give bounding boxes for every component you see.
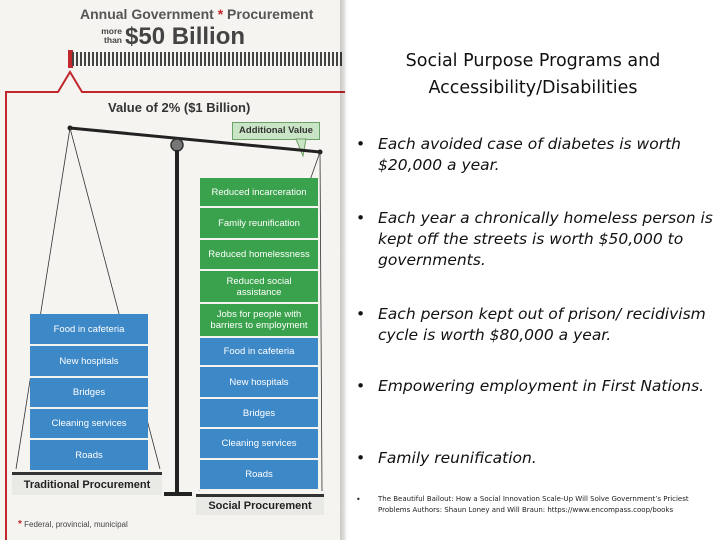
traditional-block-bridges: Bridges (30, 378, 148, 409)
bullet-dot: • (356, 449, 366, 467)
more-than-label: more than (101, 26, 122, 45)
social-block-bridges: Bridges (200, 399, 318, 429)
social-block-roads: Roads (200, 460, 318, 491)
traditional-procurement-label: Traditional Procurement (12, 472, 162, 495)
traditional-block-cleaning: Cleaning services (30, 409, 148, 440)
traditional-block-hospitals: New hospitals (30, 346, 148, 378)
footnote: * Federal, provincial, municipal (18, 519, 128, 530)
panel-shadow (340, 0, 348, 540)
procurement-amount: $50 Billion (125, 23, 246, 50)
balance-scale-icon (15, 125, 323, 496)
callout-bracket (5, 70, 345, 540)
footnote-asterisk: * (18, 519, 22, 530)
bullet-dot: • (356, 305, 366, 323)
bullet-item: • Family reunification. (356, 449, 537, 467)
social-block-cleaning: Cleaning services (200, 429, 318, 460)
header-asterisk: * (217, 6, 224, 22)
value-label: Value of 2% ($1 Billion) (108, 100, 251, 115)
slide-title: Social Purpose Programs and Accessibilit… (358, 48, 708, 102)
spending-bar-graphic (72, 52, 342, 66)
traditional-block-food: Food in cafeteria (30, 314, 148, 346)
bullet-dot: • (356, 377, 366, 395)
bullet-dot: • (356, 209, 366, 227)
social-block-reunification: Family reunification (200, 208, 318, 240)
procurement-infographic: Annual Government * Procurement more tha… (0, 0, 345, 540)
social-block-incarceration: Reduced incarceration (200, 178, 318, 208)
social-block-hospitals: New hospitals (200, 367, 318, 399)
slide-title-line2: Accessibility/Disabilities (428, 78, 638, 98)
citation-bullet: • (356, 495, 361, 504)
bullet-item: • Each person kept out of prison/ recidiv… (356, 305, 706, 344)
social-block-food: Food in cafeteria (200, 338, 318, 367)
two-percent-marker (68, 50, 73, 68)
social-procurement-label: Social Procurement (196, 494, 324, 515)
social-block-jobs: Jobs for people with barriers to employm… (200, 304, 318, 338)
social-block-social-assistance: Reduced social assistance (200, 271, 318, 304)
bullet-item: • Each avoided case of diabetes is worth … (356, 135, 681, 174)
social-block-homelessness: Reduced homelessness (200, 240, 318, 271)
traditional-block-roads: Roads (30, 440, 148, 472)
slide-title-line1: Social Purpose Programs and (405, 51, 661, 71)
citation-text: The Beautiful Bailout: How a Social Inno… (378, 495, 689, 514)
bullet-item: • Each year a chronically homeless person… (356, 209, 713, 269)
bullet-dot: • (356, 135, 366, 153)
footnote-text: Federal, provincial, municipal (24, 520, 128, 529)
bullet-item: • Empowering employment in First Nations. (356, 377, 705, 395)
additional-value-tag: Additional Value (232, 122, 320, 140)
citation: • The Beautiful Bailout: How a Social Inn… (356, 494, 716, 516)
infographic-header-title: Annual Government * Procurement (80, 6, 314, 22)
